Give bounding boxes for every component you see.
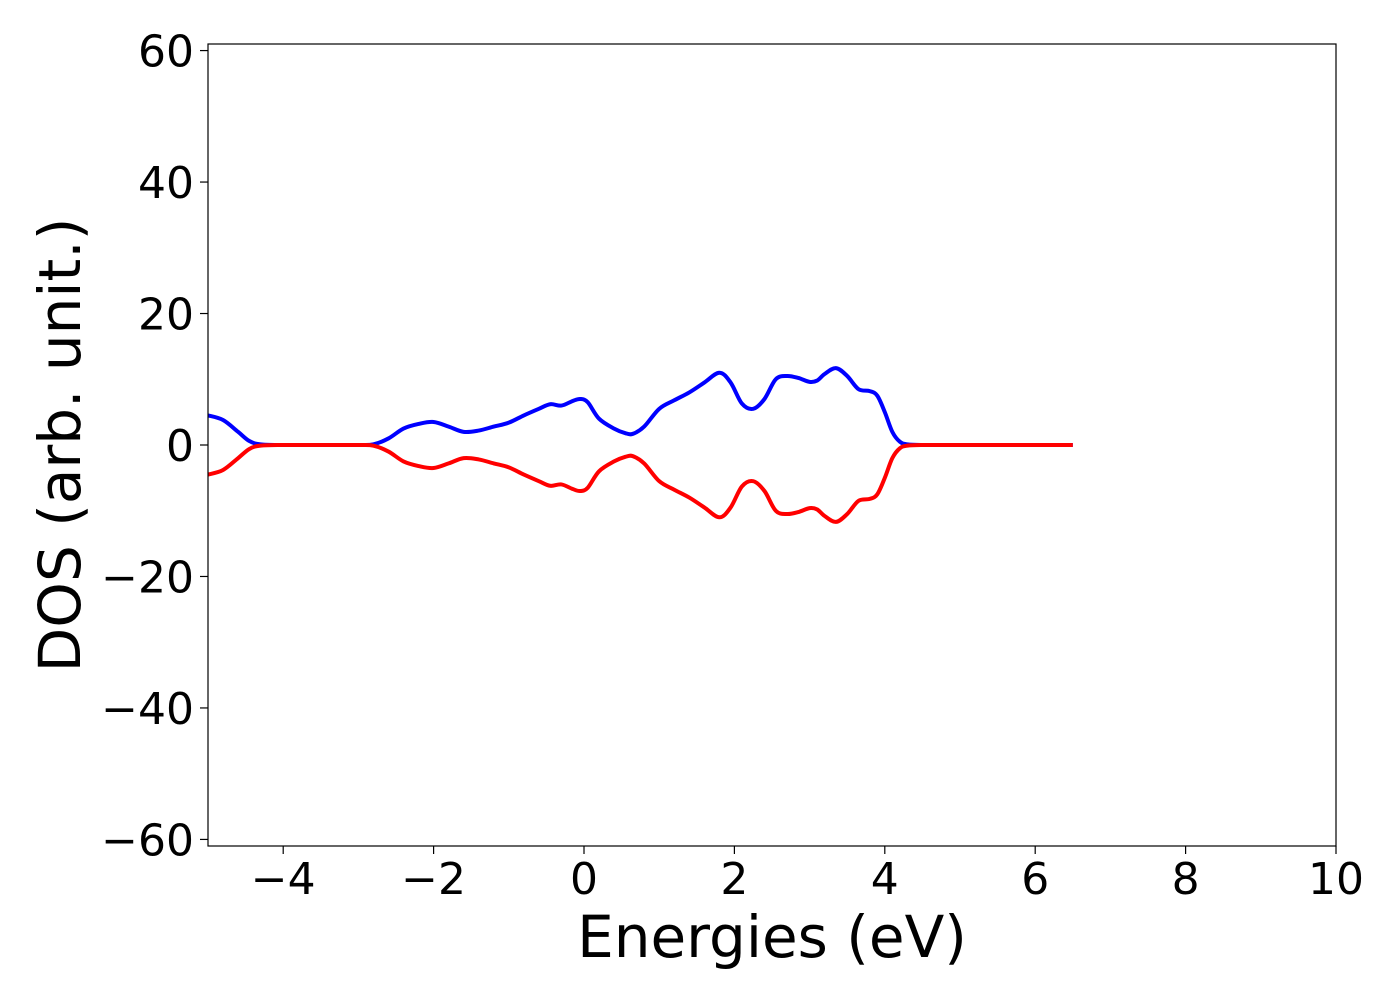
x-tick-label: −4 [251, 854, 316, 905]
x-tick-label: 6 [1021, 854, 1049, 905]
x-axis: −4 −2 0 2 4 6 8 10 [251, 846, 1364, 905]
x-tick-label: 10 [1308, 854, 1364, 905]
y-tick-label: 0 [166, 421, 194, 472]
x-tick-label: 0 [570, 854, 598, 905]
series-line-spin-down [207, 442, 1073, 524]
y-tick-label: 20 [138, 290, 194, 341]
y-tick-label: 60 [138, 27, 194, 78]
y-tick-label: −20 [101, 552, 194, 603]
y-axis-label: DOS (arb. unit.) [26, 218, 94, 673]
x-tick-label: 4 [871, 854, 899, 905]
x-tick-label: 8 [1172, 854, 1200, 905]
series-line-spin-up [207, 366, 1073, 448]
x-axis-label: Energies (eV) [577, 903, 967, 971]
y-tick-label: −60 [101, 815, 194, 866]
series-layer [207, 366, 1073, 524]
x-tick-label: 2 [720, 854, 748, 905]
y-tick-label: −40 [101, 684, 194, 735]
x-tick-label: −2 [401, 854, 466, 905]
y-axis: −60 −40 −20 0 20 40 60 [101, 27, 208, 866]
y-tick-label: 40 [138, 158, 194, 209]
